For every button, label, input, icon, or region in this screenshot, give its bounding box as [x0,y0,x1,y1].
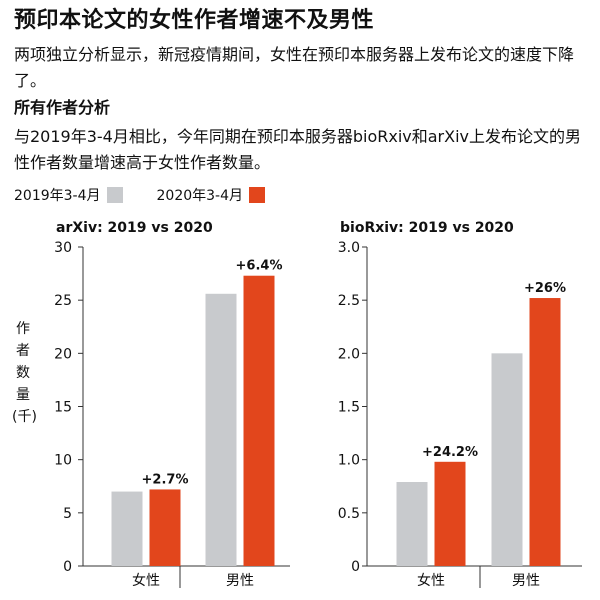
bar-annotation: +26% [524,281,566,296]
y-tick-label: 0 [351,559,360,575]
bar-annotation: +24.2% [422,445,478,460]
y-axis-label-char: 作 [16,321,30,337]
y-axis-label-char: (千) [12,409,37,425]
legend-label-2020: 2020年3-4月 [156,188,244,204]
bar-2020 [434,461,466,566]
y-tick-label: 15 [54,400,72,416]
legend-swatch-2020 [249,187,265,203]
x-category-label: 女性 [132,572,160,589]
y-tick-label: 25 [54,293,72,309]
section-title: 所有作者分析 [14,98,111,117]
legend-swatch-2019 [106,187,123,203]
x-category-label: 女性 [417,572,445,589]
y-tick-label: 0.5 [338,506,360,522]
bar-2019 [396,481,428,566]
bar-2020 [243,275,275,566]
y-axis-label-char: 数 [16,365,30,381]
bar-2020 [149,489,181,566]
chart-title: bioRxiv: 2019 vs 2020 [340,220,514,236]
y-axis-label-char: 者 [16,343,30,359]
section-description: 与2019年3-4月相比，今年同期在预印本服务器bioRxiv和arXiv上发布… [14,127,582,172]
legend-label-2019: 2019年3-4月 [14,188,101,204]
bar-annotation: +6.4% [236,259,283,274]
y-tick-label: 5 [63,506,72,522]
bar-2020 [529,298,561,566]
y-tick-label: 2.0 [338,346,360,362]
y-tick-label: 1.5 [338,400,360,416]
y-tick-label: 10 [54,453,72,469]
y-tick-label: 2.5 [338,293,360,309]
chart-legend: 2019年3-4月 2020年3-4月 [14,184,299,206]
y-tick-label: 30 [54,240,72,256]
page-subtitle: 两项独立分析显示，新冠疫情期间，女性在预印本服务器上发布论文的速度下降了。 [14,45,575,90]
y-axis-label-char: 量 [16,387,30,403]
bar-2019 [491,353,523,566]
x-category-label: 男性 [226,573,254,589]
x-category-label: 男性 [512,573,540,589]
y-tick-label: 0 [63,559,72,575]
y-tick-label: 1.0 [338,453,360,469]
chart-title: arXiv: 2019 vs 2020 [56,220,213,236]
y-tick-label: 3.0 [338,240,360,256]
page-title: 预印本论文的女性作者增速不及男性 [14,8,375,33]
y-axis-label: 作 者 数 量 (千) [12,318,37,428]
bar-2019 [111,491,143,566]
bar-2019 [205,293,237,566]
y-tick-label: 20 [54,346,72,362]
bar-annotation: +2.7% [142,472,189,487]
